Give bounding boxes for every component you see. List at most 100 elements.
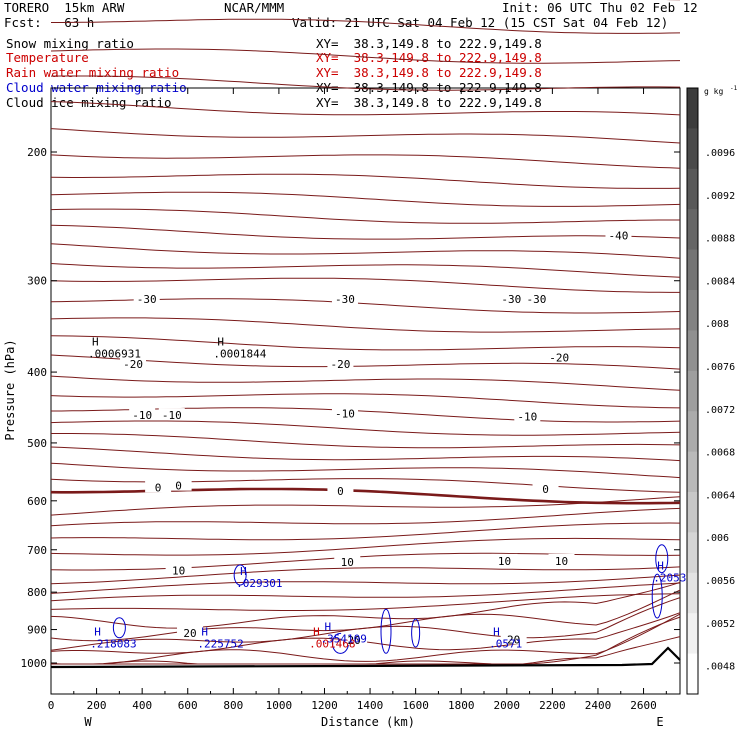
colorbar-band — [687, 451, 698, 493]
colorbar-band — [687, 532, 698, 574]
maxima-markers: H.0006931H.0001844H.029301H.20538H.21808… — [88, 336, 693, 651]
x-tick-label: 2400 — [585, 699, 612, 712]
maximum-h-label: H — [240, 565, 247, 578]
x-tick-label: 1400 — [357, 699, 384, 712]
maximum-h-label: H — [92, 336, 99, 349]
y-tick-label: 300 — [27, 275, 47, 288]
y-tick-label: 400 — [27, 366, 47, 379]
colorbar-band — [687, 613, 698, 655]
x-tick-label: 1000 — [266, 699, 293, 712]
isotherm-line — [50, 128, 681, 144]
isotherm-line — [50, 593, 681, 611]
isotherm-line — [50, 522, 681, 541]
isotherm-line — [50, 582, 681, 602]
cloud-water-contour — [233, 564, 247, 586]
isotherm-line — [50, 224, 681, 240]
x-tick-label: 1600 — [402, 699, 429, 712]
label-mask — [605, 228, 632, 241]
label-mask — [133, 292, 160, 305]
x-tick-label: 200 — [87, 699, 107, 712]
label-mask — [145, 480, 172, 493]
west-label: W — [84, 715, 92, 729]
isotherm-label: 20 — [347, 634, 360, 647]
isotherm-line — [50, 208, 680, 224]
isotherm-label: 0 — [542, 483, 549, 496]
maximum-value: .0001844 — [213, 348, 266, 361]
colorbar-band — [687, 492, 698, 533]
label-mask — [341, 632, 368, 645]
x-axis-title: Distance (km) — [321, 715, 415, 729]
colorbar-tick-label: .0084 — [705, 276, 735, 287]
isotherm-line — [50, 263, 681, 278]
colorbar-tick-label: .0048 — [705, 662, 735, 673]
label-mask — [498, 292, 525, 305]
terrain-line — [50, 646, 681, 669]
isotherm-line — [50, 48, 681, 64]
isotherm-line — [50, 191, 681, 207]
isotherm-line — [50, 597, 681, 651]
center-title: NCAR/MMM — [224, 0, 285, 15]
xy-temperature: XY= 38.3,149.8 to 222.9,149.8 — [316, 50, 542, 65]
isotherm-line — [50, 420, 681, 436]
colorbar-band — [687, 249, 698, 291]
colorbar-unit-exponent: -1 — [730, 85, 738, 92]
colorbar-tick-label: .006 — [705, 533, 729, 544]
isotherm-label: -30 — [335, 293, 355, 306]
isotherm-label: -30 — [526, 293, 546, 306]
xy-cloud-ice: XY= 38.3,149.8 to 222.9,149.8 — [316, 95, 542, 110]
label-mask — [129, 408, 156, 421]
label-mask — [546, 350, 573, 363]
colorbar-tick-label: .0064 — [705, 490, 735, 501]
model-title: TORERO 15km ARW — [4, 0, 125, 15]
colorbar-band — [687, 88, 698, 129]
label-mask — [548, 553, 575, 566]
colorbar-tick-label: .0056 — [705, 576, 735, 587]
isotherm-line — [50, 317, 681, 333]
maximum-h-label: H — [324, 620, 331, 633]
isotherm-line — [50, 446, 681, 462]
x-tick-label: 1200 — [311, 699, 338, 712]
colorbar-tick-label: .0092 — [705, 191, 735, 202]
x-tick-label: 400 — [132, 699, 152, 712]
maximum-value: .218083 — [90, 637, 136, 650]
label-mask — [331, 406, 358, 419]
colorbar: .0096 .0092 .0088 .0084 .008 .0076 .0072 .0068.… — [686, 85, 738, 695]
maximum-value: .0571 — [489, 637, 522, 650]
y-axis-title: Pressure (hPa) — [3, 339, 17, 440]
y-tick-label: 500 — [27, 437, 47, 450]
label-mask — [158, 408, 185, 421]
label-mask — [165, 563, 192, 576]
label-mask — [327, 484, 354, 497]
label-mask — [523, 292, 550, 305]
terrain-line — [50, 646, 681, 669]
isotherm-line — [50, 581, 681, 629]
field-temperature: Temperature — [6, 50, 89, 65]
field-snow: Snow mixing ratio — [6, 36, 134, 51]
isotherm-line — [50, 375, 681, 391]
contour-labels: -70-40-30-30-30-30-20-20-20-10-10-10-100… — [120, 228, 632, 647]
xy-snow: XY= 38.3,149.8 to 222.9,149.8 — [316, 36, 542, 51]
cloud-water-contour — [411, 618, 421, 648]
init-time: Init: 06 UTC Thu 02 Feb 12 — [502, 0, 698, 15]
x-axis: 0 200 400 600 800 1000 1200 1400 1600 1800 2000 220… — [48, 88, 667, 712]
isotherm-label: -40 — [609, 229, 629, 242]
east-label: E — [656, 715, 663, 729]
maximum-value: .0006931 — [88, 348, 141, 361]
isotherm-line — [50, 243, 681, 259]
isotherm-line — [50, 335, 681, 351]
isotherm-line — [50, 462, 681, 479]
cloud-water-contour — [651, 573, 663, 619]
isotherm-line — [50, 354, 681, 370]
maximum-h-label: H — [217, 336, 224, 349]
colorbar-tick-label: .0068 — [705, 448, 735, 459]
maximum-value: .20538 — [653, 572, 693, 585]
colorbar-band — [687, 370, 698, 412]
label-mask — [327, 357, 354, 370]
colorbar-band — [687, 411, 698, 453]
label-mask — [491, 553, 518, 566]
y-tick-label: 700 — [27, 544, 47, 557]
y-tick-label: 600 — [27, 495, 47, 508]
colorbar-band — [687, 572, 698, 614]
isotherm-label: -20 — [123, 358, 143, 371]
isotherm-label: -30 — [137, 293, 157, 306]
